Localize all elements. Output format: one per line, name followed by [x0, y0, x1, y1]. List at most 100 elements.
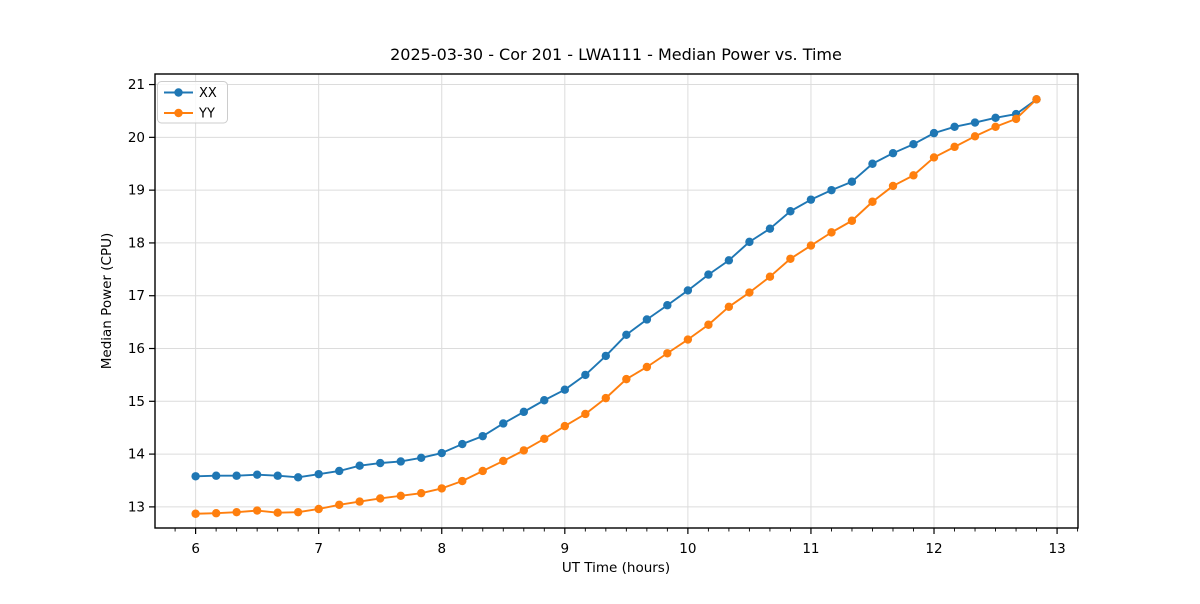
data-point-xx: [827, 185, 836, 195]
data-point-yy: [663, 349, 672, 358]
y-tick-label: 16: [128, 341, 145, 357]
data-series: [191, 95, 1041, 518]
data-point-xx: [478, 431, 487, 441]
data-point-xx: [622, 330, 631, 339]
data-point-xx: [416, 453, 426, 462]
data-point-xx: [437, 448, 446, 458]
data-point-xx: [724, 256, 734, 265]
y-tick-label: 18: [128, 235, 145, 251]
data-point-xx: [929, 128, 939, 138]
data-point-xx: [540, 396, 549, 405]
data-point-yy: [314, 504, 323, 514]
data-point-xx: [888, 148, 898, 158]
data-point-xx: [786, 207, 795, 216]
gridlines: [155, 74, 1078, 528]
data-point-xx: [499, 419, 508, 428]
data-point-yy: [786, 254, 795, 263]
data-point-xx: [663, 301, 672, 310]
data-point-yy: [827, 228, 836, 237]
legend-sample-marker-xx: [174, 88, 183, 97]
data-point-yy: [499, 456, 508, 466]
data-point-yy: [991, 122, 1000, 131]
y-tick-label: 17: [128, 288, 145, 304]
data-point-xx: [191, 472, 200, 481]
axes-ticks: 6 7 8 9 10 11 12 13 13 14 15 16 17 18 19 20 21: [128, 73, 1079, 557]
data-point-yy: [273, 508, 282, 517]
data-point-xx: [765, 224, 775, 233]
legend-box: [157, 81, 228, 124]
plot-border: [154, 73, 1079, 529]
data-point-yy: [683, 335, 693, 344]
x-tick-label: 10: [679, 541, 696, 557]
x-tick-label: 9: [561, 541, 570, 557]
data-point-xx: [683, 286, 693, 295]
data-point-xx: [704, 270, 713, 279]
data-point-xx: [991, 113, 1000, 123]
data-point-xx: [519, 407, 529, 417]
data-point-yy: [458, 476, 467, 486]
data-point-yy: [970, 132, 980, 141]
data-point-yy: [560, 421, 570, 431]
data-point-yy: [437, 484, 446, 493]
legend-label-xx: XX: [199, 86, 217, 101]
data-point-xx: [314, 469, 323, 479]
data-point-yy: [601, 393, 610, 403]
data-point-yy: [847, 216, 857, 225]
data-point-yy: [252, 506, 262, 515]
x-tick-label: 13: [1048, 541, 1065, 557]
y-axis-label: Median Power (CPU): [99, 233, 115, 369]
x-tick-label: 7: [314, 541, 323, 557]
data-point-xx: [868, 159, 877, 168]
x-tick-label: 6: [191, 541, 200, 557]
data-point-xx: [847, 177, 857, 186]
y-tick-label: 19: [128, 183, 145, 199]
data-point-xx: [745, 237, 754, 247]
legend-label-yy: YY: [198, 107, 215, 122]
data-point-yy: [888, 181, 898, 191]
series-line-xx: [195, 98, 1038, 479]
data-point-xx: [950, 122, 959, 131]
data-point-yy: [765, 272, 775, 281]
data-point-xx: [601, 351, 610, 361]
data-point-xx: [458, 439, 467, 449]
data-point-yy: [929, 153, 939, 162]
data-point-xx: [355, 461, 364, 470]
series-line-yy: [195, 98, 1038, 515]
data-point-xx: [376, 458, 385, 468]
data-point-yy: [540, 434, 549, 443]
legend-sample-marker-yy: [174, 108, 183, 118]
data-point-yy: [293, 507, 303, 517]
data-point-xx: [806, 195, 816, 204]
data-point-yy: [211, 509, 221, 518]
data-point-xx: [642, 315, 652, 324]
data-point-xx: [970, 118, 980, 127]
data-point-yy: [191, 509, 200, 518]
data-point-xx: [211, 471, 221, 480]
legend: XX YY: [157, 81, 228, 124]
data-point-yy: [581, 409, 590, 419]
data-point-yy: [478, 466, 487, 476]
legend-samples: [164, 88, 193, 118]
data-point-yy: [1032, 95, 1041, 104]
data-point-yy: [622, 374, 631, 384]
data-point-xx: [252, 470, 262, 479]
y-tick-label: 21: [128, 77, 145, 93]
y-tick-label: 20: [128, 130, 145, 146]
data-point-yy: [232, 507, 241, 517]
data-point-yy: [909, 171, 918, 180]
data-point-xx: [273, 471, 282, 480]
x-tick-label: 12: [925, 541, 942, 557]
data-point-yy: [396, 491, 405, 500]
x-axis-label: UT Time (hours): [562, 560, 670, 576]
data-point-yy: [519, 446, 529, 455]
y-tick-label: 15: [128, 394, 145, 410]
data-point-xx: [396, 457, 405, 466]
x-tick-label: 11: [802, 541, 819, 557]
data-point-xx: [232, 471, 241, 480]
data-point-xx: [293, 473, 303, 482]
data-point-yy: [335, 500, 344, 509]
y-tick-label: 13: [128, 499, 145, 515]
x-tick-label: 8: [437, 541, 446, 557]
